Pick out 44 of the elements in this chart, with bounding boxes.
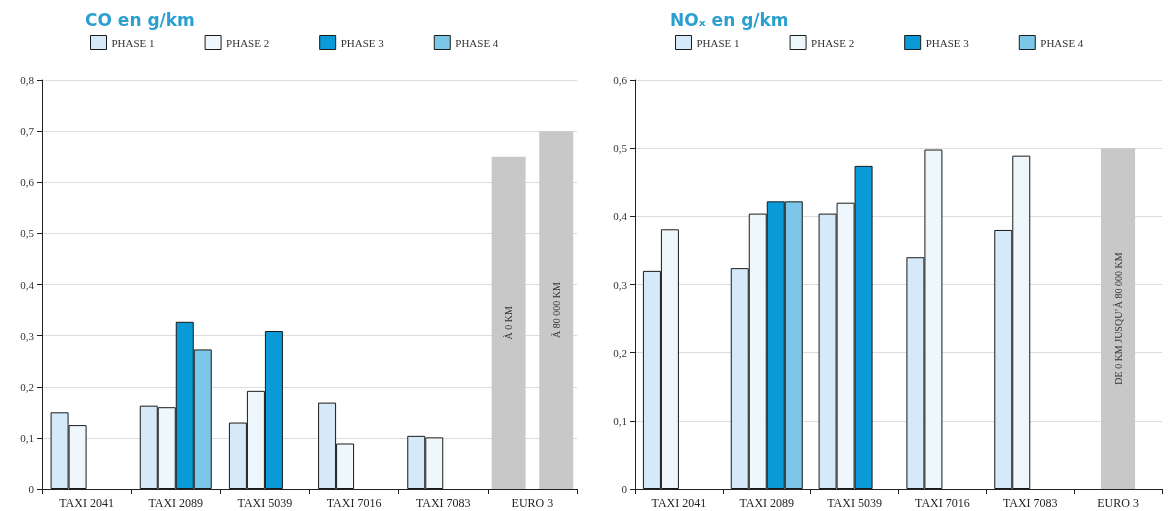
y-tick-label: 0,5 (20, 227, 35, 240)
y-tick-label: 0,7 (20, 125, 35, 138)
bar (1101, 148, 1136, 489)
y-tick-label: 0 (621, 483, 628, 495)
y-tick-label: 0,5 (613, 142, 628, 155)
x-tick-label: EURO 3 (1097, 496, 1139, 510)
series-label: DE 0 KM JUSQU’À 80 000 KM (1112, 252, 1124, 385)
x-tick-label: TAXI 2089 (148, 496, 204, 510)
x-tick-label: TAXI 2041 (651, 496, 707, 510)
x-tick-label: TAXI 2041 (59, 496, 114, 510)
x-tick-label: EURO 3 (511, 496, 554, 510)
x-tick-label: TAXI 7083 (1002, 496, 1058, 510)
y-tick-label: 0 (28, 483, 35, 495)
y-tick-label: 0,2 (20, 380, 34, 393)
y-tick-label: 0,1 (20, 431, 34, 444)
y-tick-label: 0,3 (613, 278, 628, 291)
x-tick-label: TAXI 5039 (827, 496, 882, 510)
y-tick-label: 0,6 (20, 176, 35, 189)
y-tick-label: 0,3 (20, 329, 35, 342)
legend-label: PHASE 2 (226, 36, 270, 49)
chart-title: CO en g/km (85, 9, 195, 30)
x-tick-label: TAXI 5039 (237, 496, 293, 510)
y-tick-label: 0,4 (613, 210, 628, 223)
y-tick-label: 0,8 (20, 74, 35, 86)
legend-label: PHASE 3 (340, 36, 385, 49)
y-tick-label: 0,6 (613, 74, 628, 86)
bar (491, 156, 526, 489)
legend-label: PHASE 4 (1040, 36, 1084, 49)
x-tick-label: TAXI 7016 (915, 496, 970, 510)
legend-label: PHASE 4 (455, 36, 499, 49)
x-tick-label: TAXI 7083 (415, 496, 471, 510)
legend-label: PHASE 3 (925, 36, 970, 49)
legend-label: PHASE 1 (111, 36, 155, 49)
legend-label: PHASE 1 (696, 36, 740, 49)
legend-label: PHASE 2 (811, 36, 855, 49)
y-tick-label: 0,1 (613, 414, 627, 427)
bar (539, 131, 574, 489)
chart-title: NOₓ en g/km (670, 9, 789, 30)
x-tick-label: TAXI 7016 (326, 496, 382, 510)
series-label: À 0 KM (503, 306, 515, 340)
series-label: À 80 000 KM (550, 282, 562, 338)
y-tick-label: 0,4 (20, 278, 35, 291)
y-tick-label: 0,2 (613, 346, 627, 359)
x-tick-label: TAXI 2089 (739, 496, 795, 510)
